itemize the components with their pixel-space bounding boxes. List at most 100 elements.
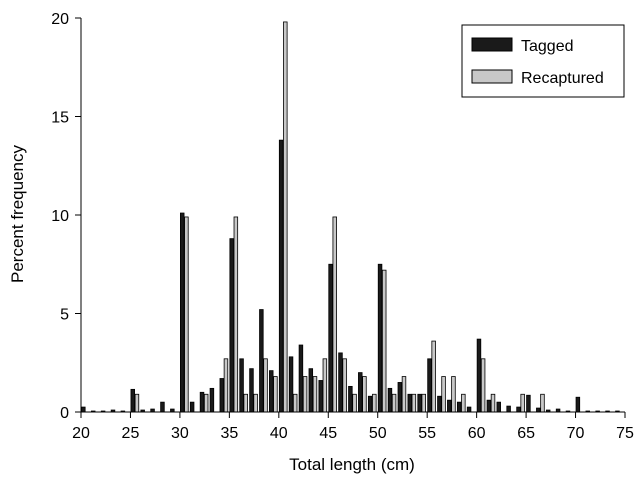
legend-label-tagged: Tagged (521, 38, 574, 55)
bar-recaptured-47 (352, 393, 357, 413)
bar-recaptured-44 (322, 358, 328, 413)
bar-recaptured-48 (362, 376, 367, 413)
bar-tagged-40 (278, 139, 284, 413)
y-axis-title: Percent frequency (8, 145, 27, 283)
bar-recaptured-36 (243, 393, 248, 413)
legend-swatch-recaptured (471, 69, 513, 84)
bar-tagged-20 (81, 406, 86, 413)
bar-recaptured-53 (411, 393, 417, 413)
bar-tagged-56 (437, 395, 442, 413)
ticks-layer: 20 25 30 35 40 45 50 55 60 65 70 75 0 5 10 15 20 (51, 11, 634, 442)
bar-recaptured-58 (461, 393, 466, 413)
bar-recaptured-32 (203, 393, 209, 413)
bar-recaptured-60 (480, 358, 486, 413)
legend-label-recaptured: Recaptured (521, 70, 604, 87)
bar-tagged-44 (318, 380, 323, 413)
legend: Tagged Recaptured (461, 24, 625, 98)
bar-recaptured-43 (312, 376, 318, 413)
bar-recaptured-46 (342, 358, 347, 413)
bar-tagged-57 (447, 399, 452, 413)
bar-recaptured-50 (381, 269, 387, 413)
legend-swatch-tagged (471, 37, 513, 52)
bar-tagged-54 (417, 393, 422, 413)
x-tick-label-25: 25 (122, 425, 140, 442)
bar-tagged-28 (160, 401, 165, 413)
bar-recaptured-34 (223, 358, 229, 413)
y-tick-label-15: 15 (51, 110, 69, 127)
bar-tagged-33 (209, 387, 215, 413)
bar-tagged-65 (526, 394, 531, 413)
bar-tagged-47 (348, 385, 353, 413)
bar-recaptured-41 (292, 393, 298, 413)
bar-recaptured-40 (283, 21, 288, 413)
y-tick-label-10: 10 (51, 208, 69, 225)
bar-recaptured-30 (184, 216, 189, 413)
bar-tagged-66 (536, 407, 541, 413)
bar-tagged-39 (269, 370, 274, 413)
bar-recaptured-45 (332, 216, 337, 413)
bar-tagged-32 (199, 391, 205, 413)
bar-tagged-45 (328, 263, 333, 413)
bar-tagged-35 (229, 238, 234, 413)
x-tick-label-50: 50 (369, 425, 387, 442)
bar-recaptured-35 (233, 216, 239, 413)
bar-tagged-58 (456, 401, 462, 413)
bar-recaptured-25 (134, 393, 140, 413)
bar-tagged-64 (516, 406, 521, 413)
x-tick-label-65: 65 (517, 425, 535, 442)
bar-tagged-48 (358, 372, 363, 413)
bar-tagged-61 (486, 399, 492, 413)
bar-recaptured-54 (421, 393, 427, 413)
bar-recaptured-61 (490, 393, 496, 413)
bar-tagged-30 (180, 212, 185, 413)
legend-box (461, 24, 625, 98)
x-tick-label-40: 40 (270, 425, 288, 442)
bar-tagged-49 (367, 395, 373, 413)
y-tick-label-0: 0 (60, 405, 69, 422)
bar-tagged-25 (130, 388, 135, 413)
bar-tagged-50 (377, 263, 383, 413)
x-tick-label-75: 75 (616, 425, 634, 442)
bars-layer (81, 21, 620, 413)
bar-tagged-43 (308, 368, 314, 413)
bar-tagged-52 (397, 382, 403, 413)
bar-tagged-55 (427, 358, 432, 413)
bar-tagged-63 (506, 405, 511, 413)
bar-recaptured-42 (302, 376, 308, 413)
bar-recaptured-56 (441, 376, 446, 413)
bar-tagged-42 (298, 344, 304, 413)
x-tick-label-20: 20 (72, 425, 90, 442)
bar-tagged-53 (407, 393, 412, 413)
bar-recaptured-66 (540, 393, 545, 413)
y-tick-label-5: 5 (60, 307, 69, 324)
bar-tagged-60 (476, 338, 482, 413)
y-tick-label-20: 20 (51, 11, 69, 28)
bar-tagged-38 (259, 309, 264, 413)
bar-tagged-51 (387, 387, 393, 413)
bar-tagged-70 (575, 396, 581, 413)
x-tick-label-45: 45 (319, 425, 337, 442)
bar-recaptured-55 (431, 340, 436, 413)
bar-recaptured-39 (273, 376, 278, 413)
bar-tagged-31 (189, 401, 195, 413)
bar-tagged-36 (239, 358, 244, 413)
bar-recaptured-49 (372, 393, 377, 413)
bar-recaptured-51 (391, 393, 397, 413)
x-tick-label-35: 35 (220, 425, 238, 442)
x-tick-label-70: 70 (567, 425, 585, 442)
bar-recaptured-57 (451, 376, 456, 413)
bar-tagged-59 (466, 406, 472, 413)
bar-tagged-46 (338, 352, 343, 413)
bar-recaptured-38 (263, 358, 268, 413)
x-axis-title: Total length (cm) (289, 455, 415, 474)
x-tick-label-55: 55 (418, 425, 436, 442)
x-tick-label-30: 30 (171, 425, 189, 442)
bar-tagged-41 (288, 356, 294, 413)
bar-recaptured-37 (253, 393, 258, 413)
bar-recaptured-64 (520, 393, 525, 413)
x-tick-label-60: 60 (468, 425, 486, 442)
bar-tagged-34 (219, 378, 225, 413)
bar-tagged-62 (496, 401, 501, 413)
